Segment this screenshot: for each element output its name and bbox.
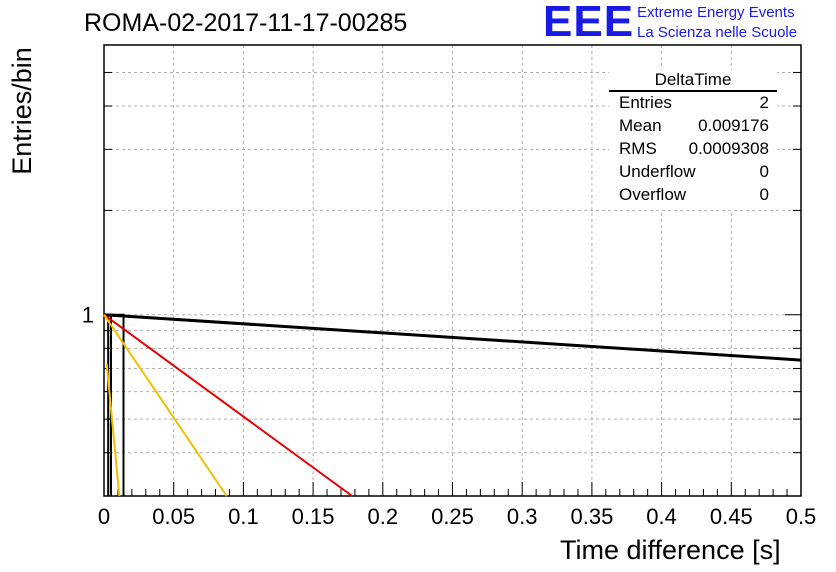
stat-row-entries: Entries 2 [619, 92, 769, 114]
eee-logo-line1: Extreme Energy Events [637, 4, 795, 21]
series-line [103, 313, 353, 497]
stat-label: Entries [619, 93, 672, 112]
chart-title: ROMA-02-2017-11-17-00285 [84, 9, 408, 37]
stat-row-overflow: Overflow 0 [619, 184, 769, 206]
x-tick-label: 0.15 [292, 504, 335, 529]
stats-box: DeltaTime Entries 2 Mean 0.009176 RMS 0.… [609, 70, 777, 210]
stats-title: DeltaTime [654, 70, 732, 89]
x-axis-title: Time difference [s] [560, 535, 781, 565]
stat-label: Underflow [619, 162, 696, 181]
x-tick-label: 0 [98, 504, 110, 529]
series-line [103, 314, 228, 497]
stat-row-rms: RMS 0.0009308 [619, 138, 769, 160]
x-tick-label: 0.25 [431, 504, 474, 529]
stat-label: Overflow [619, 185, 687, 204]
x-tick-label: 0.3 [507, 504, 538, 529]
x-tick-label: 0.4 [646, 504, 677, 529]
series-line [105, 364, 121, 497]
y-tick-label: 1 [82, 303, 94, 328]
x-tick-label: 0.05 [152, 504, 195, 529]
x-tick-label: 0.35 [570, 504, 613, 529]
stat-row-mean: Mean 0.009176 [619, 115, 769, 137]
stat-value: 2 [759, 93, 769, 112]
series-line [103, 313, 802, 362]
stat-label: RMS [619, 139, 657, 158]
y-axis-title: Entries/bin [7, 47, 37, 175]
eee-logo-line2: La Scienza nelle Scuole [637, 24, 798, 41]
stat-value: 0 [759, 162, 769, 181]
stats-divider [609, 90, 777, 92]
x-tick-label: 0.45 [710, 504, 753, 529]
stat-label: Mean [619, 116, 662, 135]
eee-logo: EEE [543, 0, 635, 46]
x-tick-label: 0.2 [368, 504, 399, 529]
stat-value: 0 [759, 185, 769, 204]
stat-value: 0.0009308 [688, 139, 769, 158]
x-tick-label: 0.1 [228, 504, 259, 529]
x-tick-label: 0.5 [786, 504, 817, 529]
stat-row-underflow: Underflow 0 [619, 161, 769, 183]
stat-value: 0.009176 [698, 116, 769, 135]
